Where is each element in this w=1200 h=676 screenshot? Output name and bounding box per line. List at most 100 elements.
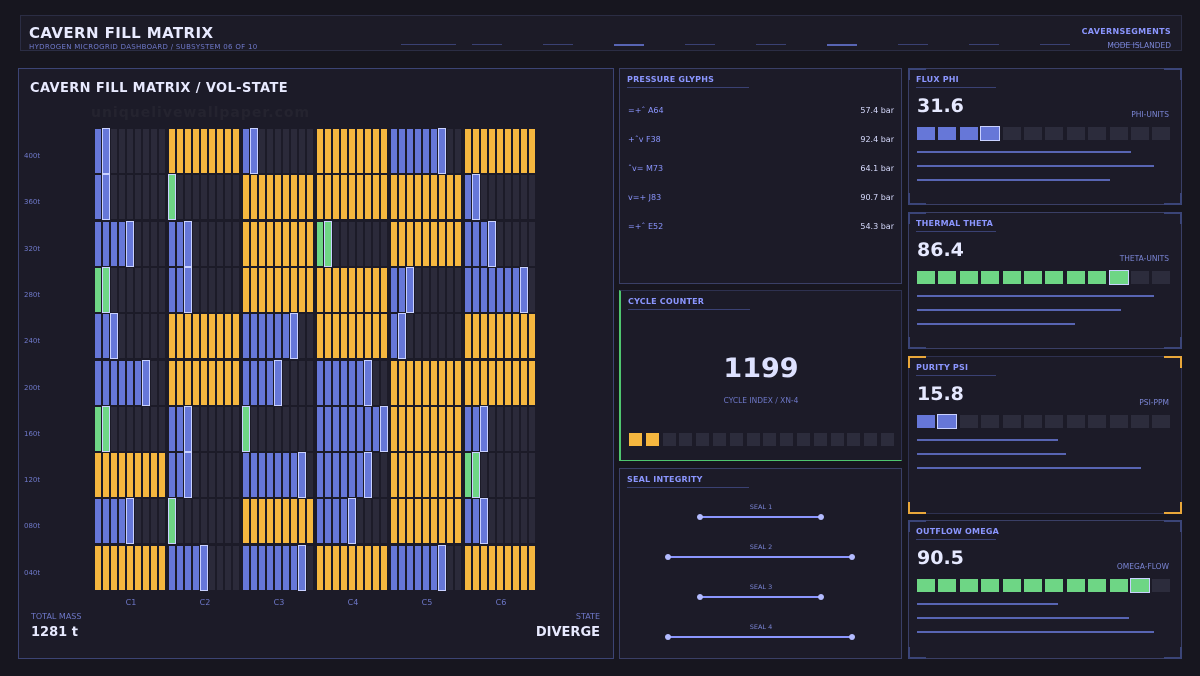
level-cell: [981, 415, 1000, 428]
seal-slider-handle[interactable]: [818, 594, 824, 600]
fill-bar: [111, 499, 117, 544]
fill-bar: [242, 405, 250, 452]
cavern-cell: [391, 128, 463, 174]
cavern-cell: [95, 220, 167, 267]
fill-bar: [481, 360, 487, 405]
cavern-cell: [95, 174, 167, 221]
fill-bar: [209, 314, 215, 359]
metric-title: THERMAL THETA: [916, 219, 994, 228]
fill-bar: [169, 221, 175, 266]
fill-bar: [365, 175, 371, 220]
level-cell: [1002, 127, 1021, 140]
fill-bar: [465, 545, 471, 590]
fill-bar: [193, 499, 199, 544]
segment-indicator: [614, 44, 644, 46]
fill-bar: [298, 452, 306, 499]
fill-bar: [299, 499, 305, 544]
fill-bar: [143, 545, 149, 590]
seal-slider-track[interactable]: [700, 516, 821, 518]
fill-bar: [127, 360, 133, 405]
fill-bar: [291, 267, 297, 312]
fill-bar: [325, 129, 331, 173]
fill-bar: [119, 314, 125, 359]
fill-bar: [348, 498, 356, 545]
fill-bar: [299, 267, 305, 312]
fill-bar: [169, 545, 175, 590]
fill-bar: [298, 544, 306, 591]
seal-slider-track[interactable]: [668, 636, 852, 638]
fill-bar: [473, 267, 479, 312]
fill-bar: [365, 406, 371, 451]
cavern-cell: [465, 498, 537, 545]
fill-bar: [151, 267, 157, 312]
fill-bar: [447, 545, 453, 590]
fill-bar: [135, 129, 141, 173]
column-label: C1: [125, 598, 137, 607]
fill-bar: [365, 314, 371, 359]
corner-accent: [908, 212, 926, 224]
fill-bar: [439, 499, 445, 544]
fill-bar: [465, 175, 471, 220]
cavern-cell: [243, 544, 315, 591]
fill-bar: [143, 453, 149, 498]
seal-slider-handle[interactable]: [697, 514, 703, 520]
fill-bar: [159, 314, 165, 359]
cavern-cell: [317, 452, 389, 499]
fill-bar: [193, 545, 199, 590]
fill-bar: [307, 175, 313, 220]
fill-bar: [233, 129, 239, 173]
seal-slider-handle[interactable]: [697, 594, 703, 600]
fill-bar: [127, 453, 133, 498]
fill-bar: [126, 498, 134, 545]
fill-bar: [151, 129, 157, 173]
fill-bar: [391, 129, 397, 173]
seal-slider-handle[interactable]: [665, 554, 671, 560]
cavern-cell: [391, 453, 463, 498]
metric-trace-line: [917, 453, 1066, 455]
level-cell: [938, 271, 957, 284]
fill-bar: [325, 406, 331, 451]
fill-bar: [423, 360, 429, 405]
fill-bar: [365, 267, 371, 312]
fill-bar: [431, 314, 437, 359]
seal-slider-handle[interactable]: [849, 634, 855, 640]
fill-bar: [193, 406, 199, 451]
seal-slider-handle[interactable]: [665, 634, 671, 640]
fill-bar: [151, 314, 157, 359]
fill-bar: [391, 545, 397, 590]
fill-bar: [521, 221, 527, 266]
fill-bar: [415, 545, 421, 590]
fill-bar: [111, 360, 117, 405]
fill-bar: [135, 267, 141, 312]
fill-bar: [267, 267, 273, 312]
fill-bar: [111, 129, 117, 173]
fill-bar: [151, 453, 157, 498]
fill-bar: [169, 267, 175, 312]
level-cell: [1045, 127, 1064, 140]
column-label: C2: [199, 598, 211, 607]
fill-bar: [481, 175, 487, 220]
fill-bar: [489, 406, 495, 451]
fill-bar: [209, 406, 215, 451]
title-underline: [916, 539, 996, 540]
pressure-glyph: v=+ J83: [628, 193, 662, 202]
segment-indicator: [1111, 44, 1141, 45]
fill-bar: [455, 453, 461, 498]
metric-trace-line: [917, 295, 1154, 297]
fill-bar: [381, 314, 387, 359]
seal-slider-handle[interactable]: [849, 554, 855, 560]
fill-bar: [233, 267, 239, 312]
fill-bar: [177, 175, 183, 220]
fill-bar: [480, 405, 488, 452]
level-cell: [1152, 271, 1171, 284]
y-axis-label: 080t: [24, 522, 41, 531]
seal-slider-handle[interactable]: [818, 514, 824, 520]
fill-bar: [102, 174, 110, 221]
fill-bar: [505, 314, 511, 359]
seal-slider-track[interactable]: [700, 596, 821, 598]
seal-slider-track[interactable]: [668, 556, 852, 558]
fill-bar: [497, 129, 503, 173]
fill-bar: [481, 267, 487, 312]
corner-accent: [908, 193, 926, 205]
fill-bar: [143, 499, 149, 544]
